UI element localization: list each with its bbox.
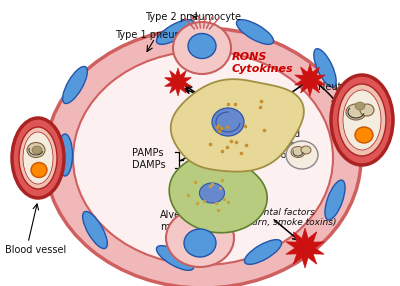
Ellipse shape — [45, 28, 361, 286]
Ellipse shape — [360, 104, 374, 116]
Ellipse shape — [346, 104, 366, 120]
Text: RONS
Cytokines: RONS Cytokines — [232, 52, 294, 74]
Text: Activated
alveolar
macrophage: Activated alveolar macrophage — [258, 130, 315, 160]
Text: Type 2 pneumocyte: Type 2 pneumocyte — [145, 12, 241, 22]
Ellipse shape — [83, 211, 107, 249]
Ellipse shape — [338, 84, 386, 156]
Ellipse shape — [32, 146, 42, 154]
Ellipse shape — [355, 127, 373, 143]
Ellipse shape — [188, 33, 216, 59]
Ellipse shape — [63, 66, 87, 104]
Polygon shape — [295, 64, 325, 96]
Ellipse shape — [340, 107, 356, 149]
Ellipse shape — [200, 183, 224, 203]
Text: Environmental factors
(blast, burn, smoke toxins): Environmental factors (blast, burn, smok… — [215, 208, 336, 227]
Ellipse shape — [23, 132, 53, 184]
Text: Type 1 pneumocyte: Type 1 pneumocyte — [115, 30, 211, 40]
Ellipse shape — [212, 108, 244, 136]
Text: Blood vessel: Blood vessel — [5, 245, 66, 255]
Text: PAMPs
DAMPs: PAMPs DAMPs — [132, 148, 166, 170]
Ellipse shape — [301, 146, 311, 154]
Text: Alveolar
macrophage: Alveolar macrophage — [160, 210, 221, 232]
Ellipse shape — [286, 141, 318, 169]
Ellipse shape — [173, 22, 231, 74]
Ellipse shape — [291, 146, 305, 158]
Ellipse shape — [156, 246, 194, 270]
Ellipse shape — [166, 209, 234, 267]
Ellipse shape — [31, 162, 47, 178]
Polygon shape — [169, 151, 267, 233]
Ellipse shape — [355, 102, 365, 110]
Ellipse shape — [12, 118, 64, 198]
Ellipse shape — [73, 51, 333, 265]
Ellipse shape — [27, 142, 45, 158]
Polygon shape — [286, 228, 324, 268]
Ellipse shape — [19, 127, 57, 189]
Polygon shape — [165, 68, 191, 96]
Ellipse shape — [58, 134, 72, 176]
Ellipse shape — [314, 49, 336, 87]
Ellipse shape — [236, 20, 274, 44]
Ellipse shape — [156, 20, 194, 44]
Text: Neutrophil: Neutrophil — [318, 82, 369, 92]
Ellipse shape — [343, 90, 381, 150]
Polygon shape — [171, 79, 304, 172]
Ellipse shape — [325, 180, 345, 220]
Ellipse shape — [331, 75, 393, 165]
Ellipse shape — [184, 229, 216, 257]
Ellipse shape — [244, 240, 282, 264]
